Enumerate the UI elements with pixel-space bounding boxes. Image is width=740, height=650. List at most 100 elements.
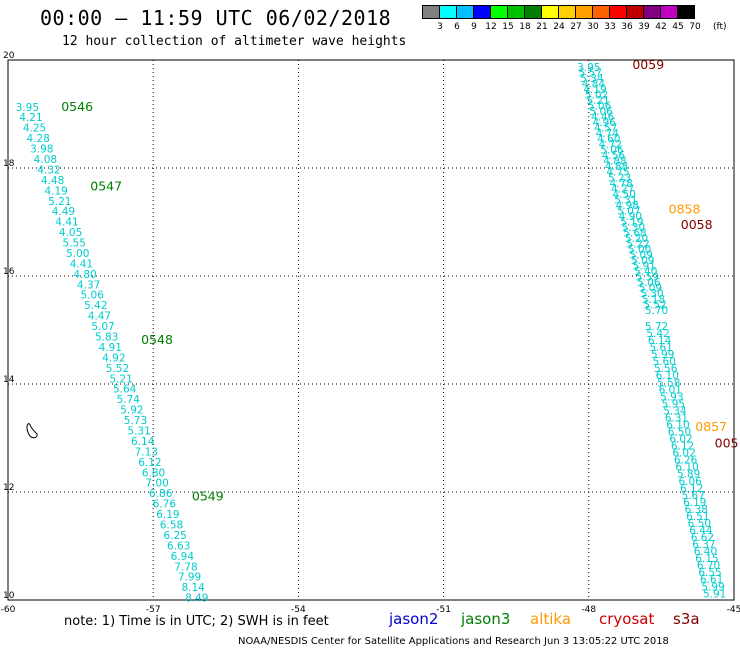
swh-value: 5.70 [645, 305, 668, 317]
swh-value: 5.00 [628, 244, 651, 256]
swh-value: 6.80 [142, 467, 165, 479]
swh-value: 4.75 [606, 167, 629, 179]
x-tick-label: -54 [291, 605, 306, 615]
legend-value: 70 [689, 22, 701, 32]
axis-labels: -60 -57 -54 -51 -48 -45 20 18 16 14 12 10 [1, 51, 740, 615]
swh-value: 6.31 [665, 412, 688, 424]
swh-value: 5.83 [95, 332, 118, 344]
swh-value: 4.28 [26, 133, 49, 145]
swh-value: 6.10 [666, 419, 689, 431]
swh-value: 7.00 [145, 478, 168, 490]
swh-value: 5.89 [677, 469, 700, 481]
swh-value: 5.68 [623, 227, 646, 239]
swh-value: 4.91 [99, 342, 122, 354]
swh-value: 5.21 [109, 373, 132, 385]
swh-value: 4.48 [41, 175, 64, 187]
y-tick-label: 20 [3, 51, 15, 61]
swh-value: 5.00 [66, 248, 89, 260]
track-jason3-west: 3.954.214.254.283.984.084.324.484.195.21… [16, 99, 224, 605]
swh-value: 5.31 [614, 194, 637, 206]
swh-value: 4.78 [609, 178, 632, 190]
swh-value: 4.50 [613, 189, 636, 201]
swh-value: 4.56 [602, 150, 626, 162]
swh-value: 5.07 [91, 321, 114, 333]
swh-value: 6.55 [698, 567, 721, 579]
swh-value: 4.41 [70, 258, 93, 270]
time-label: 0058 [681, 217, 713, 232]
legend-cryosat: cryosat [599, 610, 655, 628]
swh-value: 4.19 [583, 84, 606, 96]
swh-value: 4.25 [23, 123, 46, 135]
swh-value: 5.73 [124, 415, 147, 427]
swh-value: 6.58 [160, 520, 183, 532]
swh-value: 7.13 [135, 446, 158, 458]
swh-value: 5.06 [588, 100, 612, 112]
swh-value: 4.47 [88, 311, 111, 323]
swh-value: 5.61 [649, 342, 672, 354]
swh-value: 4.98 [616, 200, 639, 212]
swh-value: 6.01 [659, 384, 682, 396]
swh-value: 4.08 [34, 154, 57, 166]
legend-value: 45 [672, 22, 684, 32]
swh-value: 5.34 [663, 405, 687, 417]
swh-value: 4.92 [102, 352, 125, 364]
swh-value: 6.12 [680, 483, 703, 495]
swh-value: 5.42 [646, 328, 669, 340]
legend-jason2: jason2 [389, 610, 439, 628]
swh-value: 5.06 [589, 106, 613, 118]
swh-value: 5.92 [120, 405, 143, 417]
swh-value: 6.14 [648, 335, 672, 347]
swh-value: 3.95 [577, 62, 600, 74]
swh-value: 4.57 [594, 123, 617, 135]
swh-value: 4.27 [611, 183, 634, 195]
swh-value: 5.31 [127, 426, 150, 438]
swh-value: 5.52 [643, 299, 666, 311]
swh-value: 5.93 [660, 391, 683, 403]
swh-value: 5.72 [645, 321, 668, 333]
swh-value: 6.06 [678, 476, 702, 488]
swh-value: 5.22 [626, 239, 649, 251]
swh-value: 5.95 [662, 398, 685, 410]
y-tick-label: 16 [3, 267, 15, 277]
swh-value: 6.19 [156, 509, 179, 521]
swh-value: 4.96 [593, 117, 617, 129]
swh-value: 5.74 [117, 394, 141, 406]
swh-value: 6.70 [697, 560, 720, 572]
legend-value: 3 [437, 22, 443, 32]
swh-value: 6.94 [171, 551, 195, 563]
legend-value: 42 [655, 22, 667, 32]
swh-value: 5.58 [657, 377, 680, 389]
swh-value: 3.98 [30, 144, 53, 156]
swh-value: 6.50 [668, 427, 691, 439]
swh-value: 6.02 [672, 448, 695, 460]
swh-value: 5.21 [586, 95, 609, 107]
swh-value: 6.14 [131, 436, 155, 448]
time-label: 0546 [61, 99, 93, 114]
legend-value: 9 [471, 22, 477, 32]
swh-value: 4.90 [619, 211, 642, 223]
swh-value: 5.91 [633, 261, 656, 273]
swh-value: 5.91 [703, 588, 726, 600]
swh-value: 5.09 [631, 255, 654, 267]
time-label: 0549 [192, 489, 224, 504]
y-tick-label: 10 [3, 591, 15, 601]
swh-value: 5.52 [106, 363, 129, 375]
color-legend [422, 5, 695, 19]
swh-value: 5.06 [600, 145, 624, 157]
swh-value: 5.40 [634, 266, 657, 278]
map-grid [7, 59, 735, 601]
legend-s3a: s3a [673, 610, 700, 628]
time-label: 005 [715, 436, 739, 451]
swh-value: 5.34 [580, 73, 604, 85]
legend-value: 12 [485, 22, 497, 32]
swh-value: 4.05 [59, 227, 82, 239]
credit-line: NOAA/NESDIS Center for Satellite Applica… [238, 636, 669, 647]
legend-swatch [677, 5, 695, 19]
swh-value: 4.84 [582, 78, 606, 90]
x-tick-label: -45 [727, 605, 740, 615]
swh-value: 7.99 [178, 572, 201, 584]
swh-value: 6.86 [149, 488, 173, 500]
map-frame [7, 59, 735, 601]
swh-value: 5.57 [579, 67, 602, 79]
